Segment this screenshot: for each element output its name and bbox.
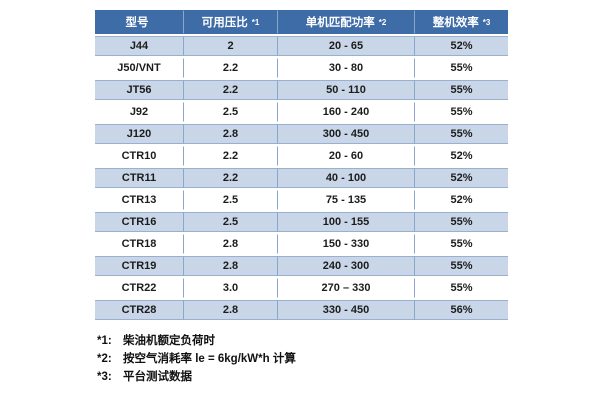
table-cell: 52% [415, 146, 508, 166]
table-cell: 2.2 [184, 80, 278, 100]
table-cell: 55% [415, 234, 508, 254]
footnote-3-text: 平台测试数据 [123, 371, 192, 383]
col-header-model: 型号 [95, 10, 184, 34]
table-row: CTR11 2.2 40 - 100 52% [95, 168, 508, 188]
table-row: J120 2.8 300 - 450 55% [95, 124, 508, 144]
table-cell: 55% [415, 212, 508, 232]
table-cell: 2.8 [184, 256, 278, 276]
table-cell: 55% [415, 80, 508, 100]
table-row: CTR22 3.0 270 – 330 55% [95, 278, 508, 298]
table-cell: 56% [415, 300, 508, 320]
table-cell: 55% [415, 256, 508, 276]
table-cell: 40 - 100 [278, 168, 415, 188]
table-header: 型号 可用压比 *1 单机匹配功率 *2 整机效率 *3 [95, 10, 508, 34]
table-cell: 2.2 [184, 168, 278, 188]
table-cell: 2 [184, 36, 278, 56]
footnote-1-text: 柴油机额定负荷时 [123, 335, 215, 347]
table-row: J50/VNT 2.2 30 - 80 55% [95, 58, 508, 78]
table-cell: 2.2 [184, 146, 278, 166]
table-cell: CTR11 [95, 168, 184, 188]
table-cell: 330 - 450 [278, 300, 415, 320]
table-body: J44 2 20 - 65 52% J50/VNT 2.2 30 - 80 55% JT56 2.… [95, 36, 508, 320]
footnote-3-marker: *3: [97, 371, 112, 383]
col-header-efficiency: 整机效率 *3 [415, 10, 508, 34]
table-cell: 300 - 450 [278, 124, 415, 144]
footnote-1-marker: *1: [97, 335, 112, 347]
header-row: 型号 可用压比 *1 单机匹配功率 *2 整机效率 *3 [95, 10, 508, 34]
table-cell: 2.5 [184, 190, 278, 210]
col-header-pressure-ratio-note: *1 [251, 18, 260, 27]
footnote-3: *3: 平台测试数据 [97, 368, 600, 386]
table-cell: 160 - 240 [278, 102, 415, 122]
table-cell: 55% [415, 124, 508, 144]
table-cell: 52% [415, 168, 508, 188]
table-cell: 2.5 [184, 212, 278, 232]
table-cell: 52% [415, 36, 508, 56]
col-header-model-label: 型号 [125, 17, 149, 29]
footnote-2-text: 按空气消耗率 le = 6kg/kW*h 计算 [123, 353, 296, 365]
table-cell: 2.8 [184, 124, 278, 144]
table-cell: 52% [415, 190, 508, 210]
table-cell: J50/VNT [95, 58, 184, 78]
col-header-matching-power-note: *2 [378, 18, 387, 27]
table-cell: 55% [415, 102, 508, 122]
page: 型号 可用压比 *1 单机匹配功率 *2 整机效率 *3 J44 2 20 - 65 52%… [0, 8, 600, 386]
table-cell: 20 - 65 [278, 36, 415, 56]
table-cell: 100 - 155 [278, 212, 415, 232]
table-cell: CTR18 [95, 234, 184, 254]
table-cell: 150 - 330 [278, 234, 415, 254]
table-cell: 50 - 110 [278, 80, 415, 100]
table-cell: 2.8 [184, 234, 278, 254]
table-cell: JT56 [95, 80, 184, 100]
col-header-pressure-ratio-label: 可用压比 [201, 17, 248, 29]
table-row: CTR28 2.8 330 - 450 56% [95, 300, 508, 320]
table-cell: 2.8 [184, 300, 278, 320]
spec-table: 型号 可用压比 *1 单机匹配功率 *2 整机效率 *3 J44 2 20 - 65 52%… [95, 8, 508, 322]
table-cell: CTR19 [95, 256, 184, 276]
table-row: J44 2 20 - 65 52% [95, 36, 508, 56]
table-cell: CTR16 [95, 212, 184, 232]
table-cell: J92 [95, 102, 184, 122]
table-cell: 55% [415, 58, 508, 78]
table-cell: 20 - 60 [278, 146, 415, 166]
table-cell: 3.0 [184, 278, 278, 298]
table-row: CTR18 2.8 150 - 330 55% [95, 234, 508, 254]
table-row: CTR10 2.2 20 - 60 52% [95, 146, 508, 166]
table-row: J92 2.5 160 - 240 55% [95, 102, 508, 122]
table-cell: 55% [415, 278, 508, 298]
footnotes: *1: 柴油机额定负荷时 *2: 按空气消耗率 le = 6kg/kW*h 计算 *… [97, 332, 600, 386]
footnote-2: *2: 按空气消耗率 le = 6kg/kW*h 计算 [97, 350, 600, 368]
table-cell: 30 - 80 [278, 58, 415, 78]
col-header-matching-power: 单机匹配功率 *2 [278, 10, 415, 34]
table-cell: 2.2 [184, 58, 278, 78]
table-cell: CTR13 [95, 190, 184, 210]
col-header-matching-power-label: 单机匹配功率 [305, 17, 375, 29]
col-header-pressure-ratio: 可用压比 *1 [184, 10, 278, 34]
table-cell: 2.5 [184, 102, 278, 122]
table-cell: 240 - 300 [278, 256, 415, 276]
table-row: CTR16 2.5 100 - 155 55% [95, 212, 508, 232]
table-cell: CTR22 [95, 278, 184, 298]
footnote-1: *1: 柴油机额定负荷时 [97, 332, 600, 350]
table-cell: CTR28 [95, 300, 184, 320]
table-cell: J44 [95, 36, 184, 56]
table-cell: 270 – 330 [278, 278, 415, 298]
table-cell: CTR10 [95, 146, 184, 166]
table-cell: 75 - 135 [278, 190, 415, 210]
col-header-efficiency-label: 整机效率 [432, 17, 479, 29]
table-row: JT56 2.2 50 - 110 55% [95, 80, 508, 100]
footnote-2-marker: *2: [97, 353, 112, 365]
table-row: CTR19 2.8 240 - 300 55% [95, 256, 508, 276]
col-header-efficiency-note: *3 [482, 18, 491, 27]
table-cell: J120 [95, 124, 184, 144]
table-row: CTR13 2.5 75 - 135 52% [95, 190, 508, 210]
